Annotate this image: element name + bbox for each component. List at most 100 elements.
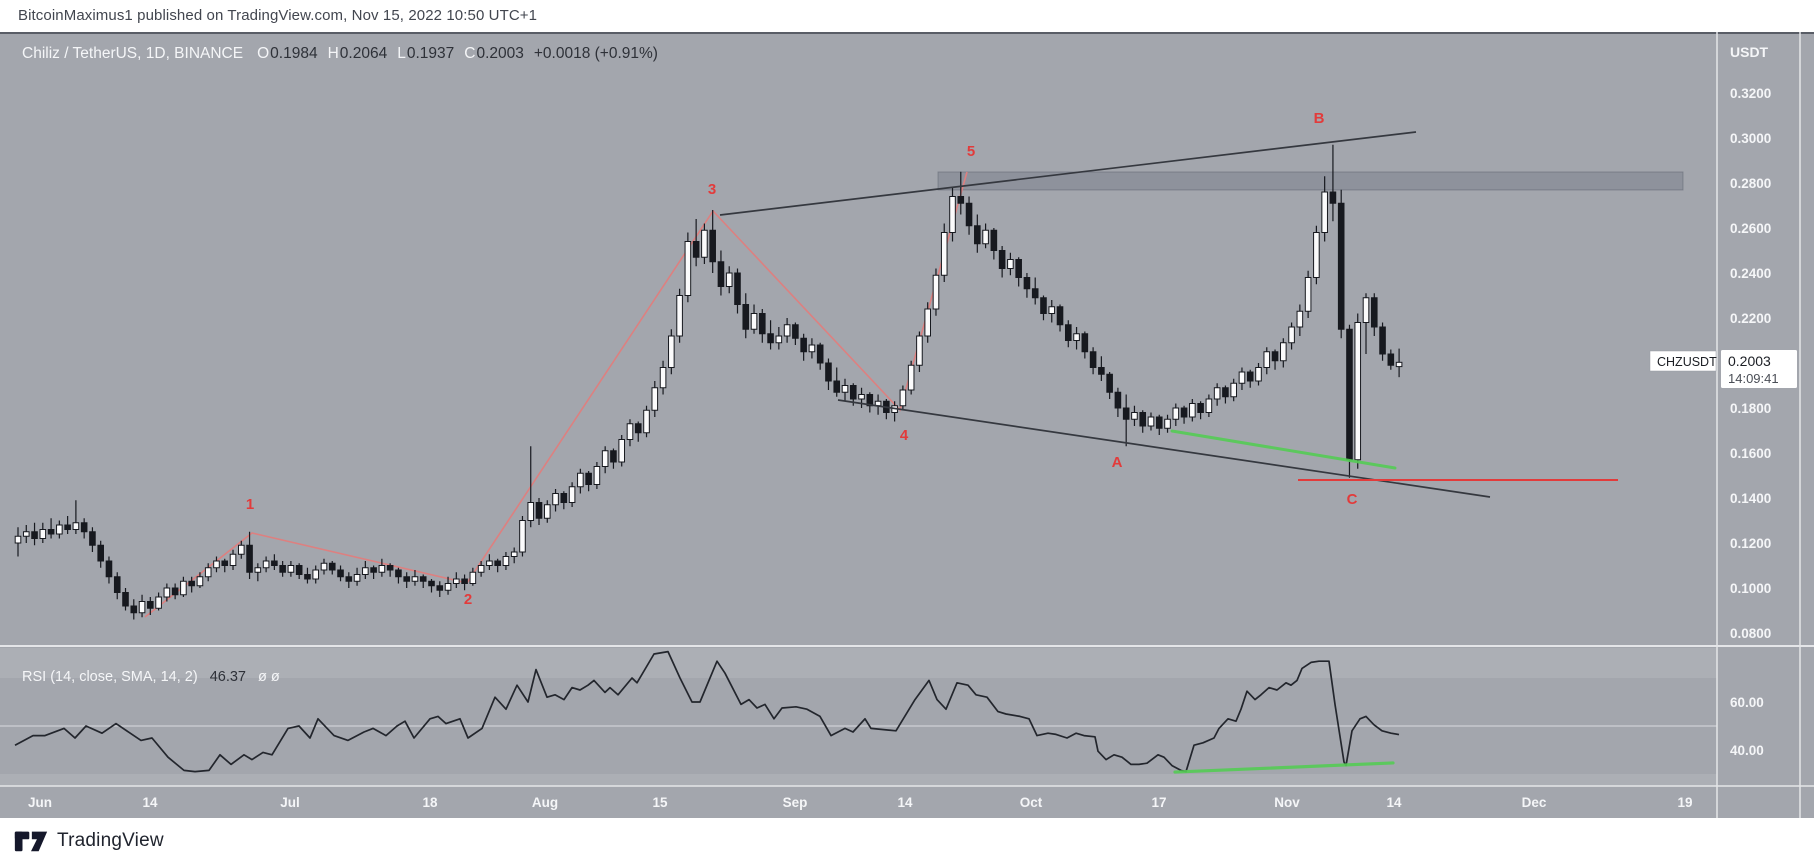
candle-up xyxy=(593,466,601,485)
symbol-name-tag-text: CHZUSDT xyxy=(1657,355,1717,369)
candle-down xyxy=(105,560,113,578)
price-tick-0.3200: 0.3200 xyxy=(1730,86,1771,101)
candle-down xyxy=(188,580,195,587)
candle-down xyxy=(1222,387,1229,398)
publish-header: BitcoinMaximus1 published on TradingView… xyxy=(0,0,1814,32)
rsi-indicator-label[interactable]: RSI (14, close, SMA, 14, 2) 46.37 ø ø xyxy=(22,669,280,685)
candle-up xyxy=(1313,232,1320,278)
time-tick-Oct: Oct xyxy=(1020,795,1043,810)
candle-down xyxy=(1197,403,1204,413)
candle-up xyxy=(543,504,551,519)
candle-up xyxy=(1230,382,1237,398)
candle-up xyxy=(552,493,559,506)
candle-down xyxy=(1015,259,1022,278)
time-tick-18: 18 xyxy=(422,795,438,810)
candle-up xyxy=(312,569,320,580)
candle-down xyxy=(1031,288,1039,299)
chart-canvas[interactable]: 1 2 3 4 5 A B C Chiliz / TetherUS, 1D, BINANCE O0… xyxy=(0,32,1814,818)
candle-down xyxy=(1106,373,1113,393)
current-price-tag[interactable] xyxy=(1721,350,1797,388)
candle-down xyxy=(1370,297,1378,328)
candle-up xyxy=(22,531,30,537)
candle-up xyxy=(1147,416,1155,427)
candle-up xyxy=(262,560,270,569)
candle-down xyxy=(1329,191,1337,204)
candle-down xyxy=(816,344,824,364)
candle-up xyxy=(287,565,295,573)
candle-up xyxy=(180,580,187,596)
candle-down xyxy=(47,529,55,535)
candle-down xyxy=(171,587,179,596)
green-support-line[interactable] xyxy=(1170,429,1397,470)
candle-up xyxy=(1304,277,1312,312)
wave-label-1: 1 xyxy=(246,496,254,513)
candle-up xyxy=(1362,297,1370,323)
candle-up xyxy=(1354,322,1362,461)
candle-up xyxy=(1255,367,1262,382)
candle-up xyxy=(453,578,460,584)
candle-up xyxy=(229,553,237,566)
candle-down xyxy=(998,250,1006,269)
candle-up xyxy=(196,576,204,587)
time-tick-Nov: Nov xyxy=(1274,795,1300,810)
price-tick-0.1400: 0.1400 xyxy=(1730,491,1771,506)
candle-up xyxy=(1238,371,1246,384)
chart-top-border xyxy=(0,32,1814,34)
candle-up xyxy=(155,596,162,609)
candle-up xyxy=(1288,326,1295,344)
candle-up xyxy=(469,571,477,584)
candle-down xyxy=(271,560,278,566)
candle-down xyxy=(1064,324,1072,341)
wave-label-4: 4 xyxy=(900,427,909,444)
candle-down xyxy=(97,544,105,562)
candle-up xyxy=(676,295,683,337)
candle-down xyxy=(64,524,71,530)
candle-up xyxy=(378,565,386,573)
upper-trendline[interactable] xyxy=(719,131,1417,216)
candle-down xyxy=(866,394,874,407)
candle-up xyxy=(808,344,816,353)
wave-label-3: 3 xyxy=(708,181,716,198)
tradingview-brand[interactable]: TradingView xyxy=(14,827,164,855)
candle-down xyxy=(345,576,353,582)
candle-down xyxy=(403,576,410,582)
candle-up xyxy=(411,576,419,582)
candle-up xyxy=(924,308,932,337)
time-tick-14: 14 xyxy=(897,795,913,810)
candle-up xyxy=(163,587,171,598)
candle-up xyxy=(510,551,518,557)
candle-up xyxy=(353,574,361,582)
candle-up xyxy=(56,524,63,535)
resistance-zone[interactable] xyxy=(937,171,1684,191)
candle-up xyxy=(668,335,675,368)
tradingview-logo-icon xyxy=(14,831,48,852)
rsi-line xyxy=(14,650,1400,773)
candle-up xyxy=(519,520,526,553)
candle-up xyxy=(899,389,907,407)
candle-down xyxy=(990,229,998,251)
candle-down xyxy=(1056,306,1064,326)
candle-up xyxy=(701,229,708,258)
candle-up xyxy=(362,567,369,575)
symbol-name-tag[interactable] xyxy=(1649,350,1717,372)
candle-down xyxy=(957,196,965,204)
candle-down xyxy=(535,502,543,519)
candle-up xyxy=(932,274,940,310)
candle-down xyxy=(1155,416,1163,429)
candle-up xyxy=(1189,403,1196,418)
time-tick-14: 14 xyxy=(142,795,158,810)
candle-up xyxy=(982,229,989,245)
candle-down xyxy=(304,574,311,580)
candle-up xyxy=(72,522,80,530)
wave-label-A: A xyxy=(1112,454,1123,471)
candle-up xyxy=(916,335,923,366)
candle-down xyxy=(692,241,700,258)
candle-up xyxy=(568,486,576,503)
candle-down xyxy=(1023,277,1031,290)
time-tick-Jun: Jun xyxy=(28,795,52,810)
rsi-divergence-line[interactable] xyxy=(1173,761,1395,774)
rsi-upper-band xyxy=(0,648,1717,678)
candle-up xyxy=(601,450,609,467)
tradingview-brand-label: TradingView xyxy=(57,830,164,851)
